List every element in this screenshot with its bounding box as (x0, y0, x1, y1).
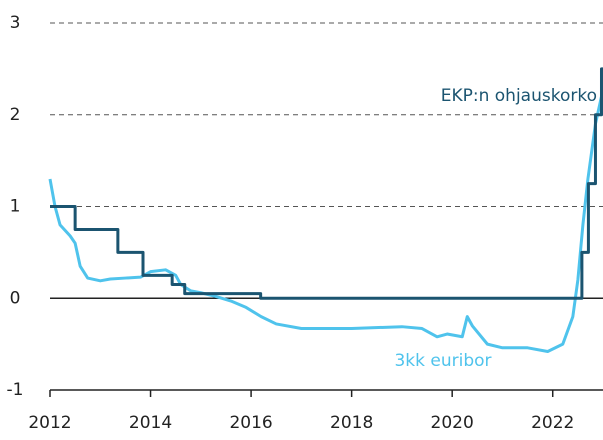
y-tick-label: 2 (10, 105, 21, 125)
x-tick-label: 2012 (28, 413, 71, 433)
x-tick-label: 2020 (431, 413, 474, 433)
series-label: 3kk euribor (394, 351, 491, 371)
y-tick-label: 0 (10, 288, 21, 308)
x-tick-label: 2018 (330, 413, 373, 433)
y-tick-label: 3 (10, 13, 21, 33)
line-series (50, 67, 603, 300)
x-tick-label: 2014 (129, 413, 172, 433)
series-label: EKP:n ohjauskorko (441, 86, 597, 106)
y-tick-label: -1 (7, 380, 24, 400)
line-series (48, 96, 603, 353)
x-tick-label: 2016 (229, 413, 272, 433)
y-tick-label: 1 (10, 197, 21, 217)
x-tick-label: 2022 (531, 413, 574, 433)
